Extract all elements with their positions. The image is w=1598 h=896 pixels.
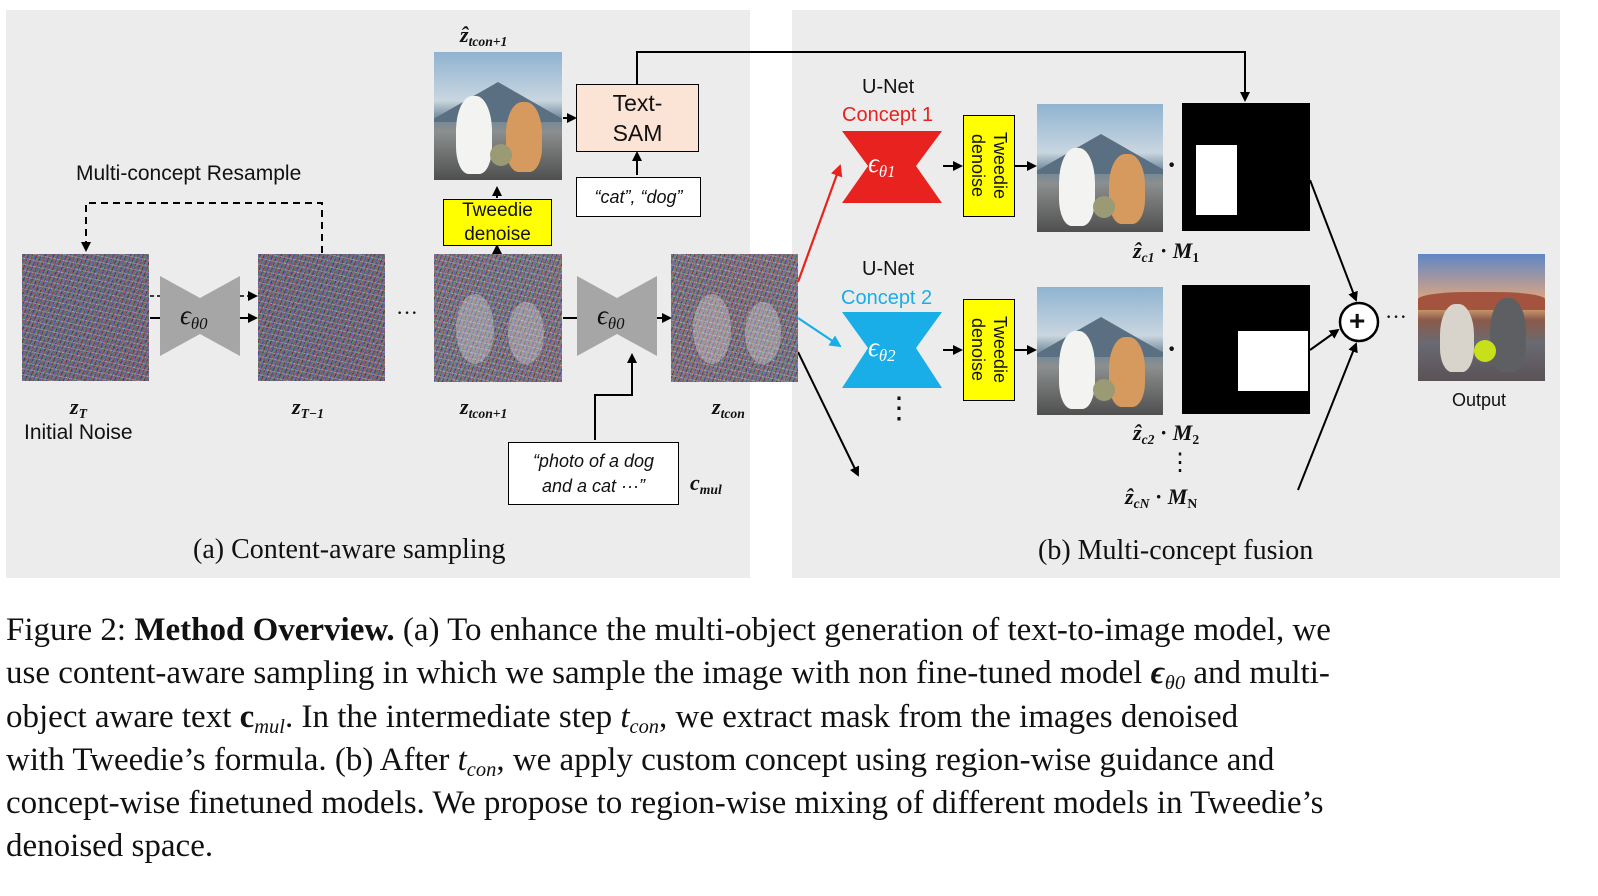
unet-theta0-label-2: ϵθ0 xyxy=(597,300,625,334)
caption-panel-a: (a) Content-aware sampling xyxy=(193,534,506,565)
tweedie-denoise-box: Tweedie denoise xyxy=(443,199,552,246)
concept1-denoised-image xyxy=(1037,104,1163,232)
label-multi-concept-resample: Multi-concept Resample xyxy=(76,162,302,185)
tweedie-denoise-box-2: Tweedie denoise xyxy=(963,299,1015,401)
label-zT-1: zT−1 xyxy=(292,394,324,422)
noise-image-ztcon xyxy=(671,254,798,382)
mask-m2 xyxy=(1182,285,1310,414)
label-zc1-m1: ẑc1 · M1 xyxy=(1133,238,1200,266)
figure-caption-line-1: Figure 2: Method Overview. (a) To enhanc… xyxy=(6,612,1331,648)
tweedie-denoise-box-1: Tweedie denoise xyxy=(963,115,1015,217)
caption-panel-b: (b) Multi-concept fusion xyxy=(1038,535,1314,566)
unet-theta1-label: ϵθ1 xyxy=(868,148,896,182)
label-ztcon1: ztcon+1 xyxy=(460,394,508,422)
denoised-image-preview xyxy=(434,52,562,180)
text-sam-prompt-box: “cat”, “dog” xyxy=(576,177,701,217)
concept1-label: Concept 1 xyxy=(842,104,934,126)
dot-multiply-2: · xyxy=(1167,334,1177,365)
label-zcN-mN: ẑcN · MN xyxy=(1125,484,1198,512)
label-zhat-tcon1: ẑtcon+1 xyxy=(460,22,508,50)
concept2-label: Concept 2 xyxy=(841,287,933,309)
label-zc2-m2: ẑc2 · M2 xyxy=(1133,420,1200,448)
ellipsis-a: ··· xyxy=(396,300,418,325)
text-prompt-box: “photo of a dog and a cat ···” xyxy=(508,442,679,505)
noise-image-ztcon1 xyxy=(434,254,562,382)
label-ztcon: ztcon xyxy=(712,394,745,422)
concept2-denoised-image xyxy=(1037,287,1163,415)
noise-image-zT xyxy=(22,254,149,381)
figure-caption-line-6: denoised space. xyxy=(6,828,214,864)
figure-caption-line-2: use content-aware sampling in which we s… xyxy=(6,655,1330,695)
unet-theta0-label-1: ϵθ0 xyxy=(180,300,208,334)
figure-caption-line-5: concept-wise finetuned models. We propos… xyxy=(6,785,1324,821)
unet-theta2-label: ϵθ2 xyxy=(868,332,896,366)
figure-caption-line-3: object aware text cmul. In the intermedi… xyxy=(6,699,1239,739)
vdots-unet: ⋮ xyxy=(884,392,914,425)
vdots-formula: ⋮ xyxy=(1168,450,1192,476)
unet-label-2: U-Net xyxy=(862,258,915,280)
label-initial-noise: Initial Noise xyxy=(24,421,133,444)
plus-symbol: + xyxy=(1349,305,1366,336)
output-image xyxy=(1418,254,1545,381)
dot-multiply-1: · xyxy=(1167,150,1177,181)
mask-m1 xyxy=(1182,103,1310,231)
ellipsis-b: ··· xyxy=(1385,304,1407,329)
text-sam-box: Text- SAM xyxy=(576,84,699,152)
noise-image-zT-1 xyxy=(258,254,385,381)
label-c-mul: cmul xyxy=(690,470,722,498)
label-zT: zT xyxy=(70,394,87,422)
figure-caption-line-4: with Tweedie’s formula. (b) After tcon, … xyxy=(6,742,1275,782)
unet-label-1: U-Net xyxy=(862,76,915,98)
label-output: Output xyxy=(1452,390,1507,410)
